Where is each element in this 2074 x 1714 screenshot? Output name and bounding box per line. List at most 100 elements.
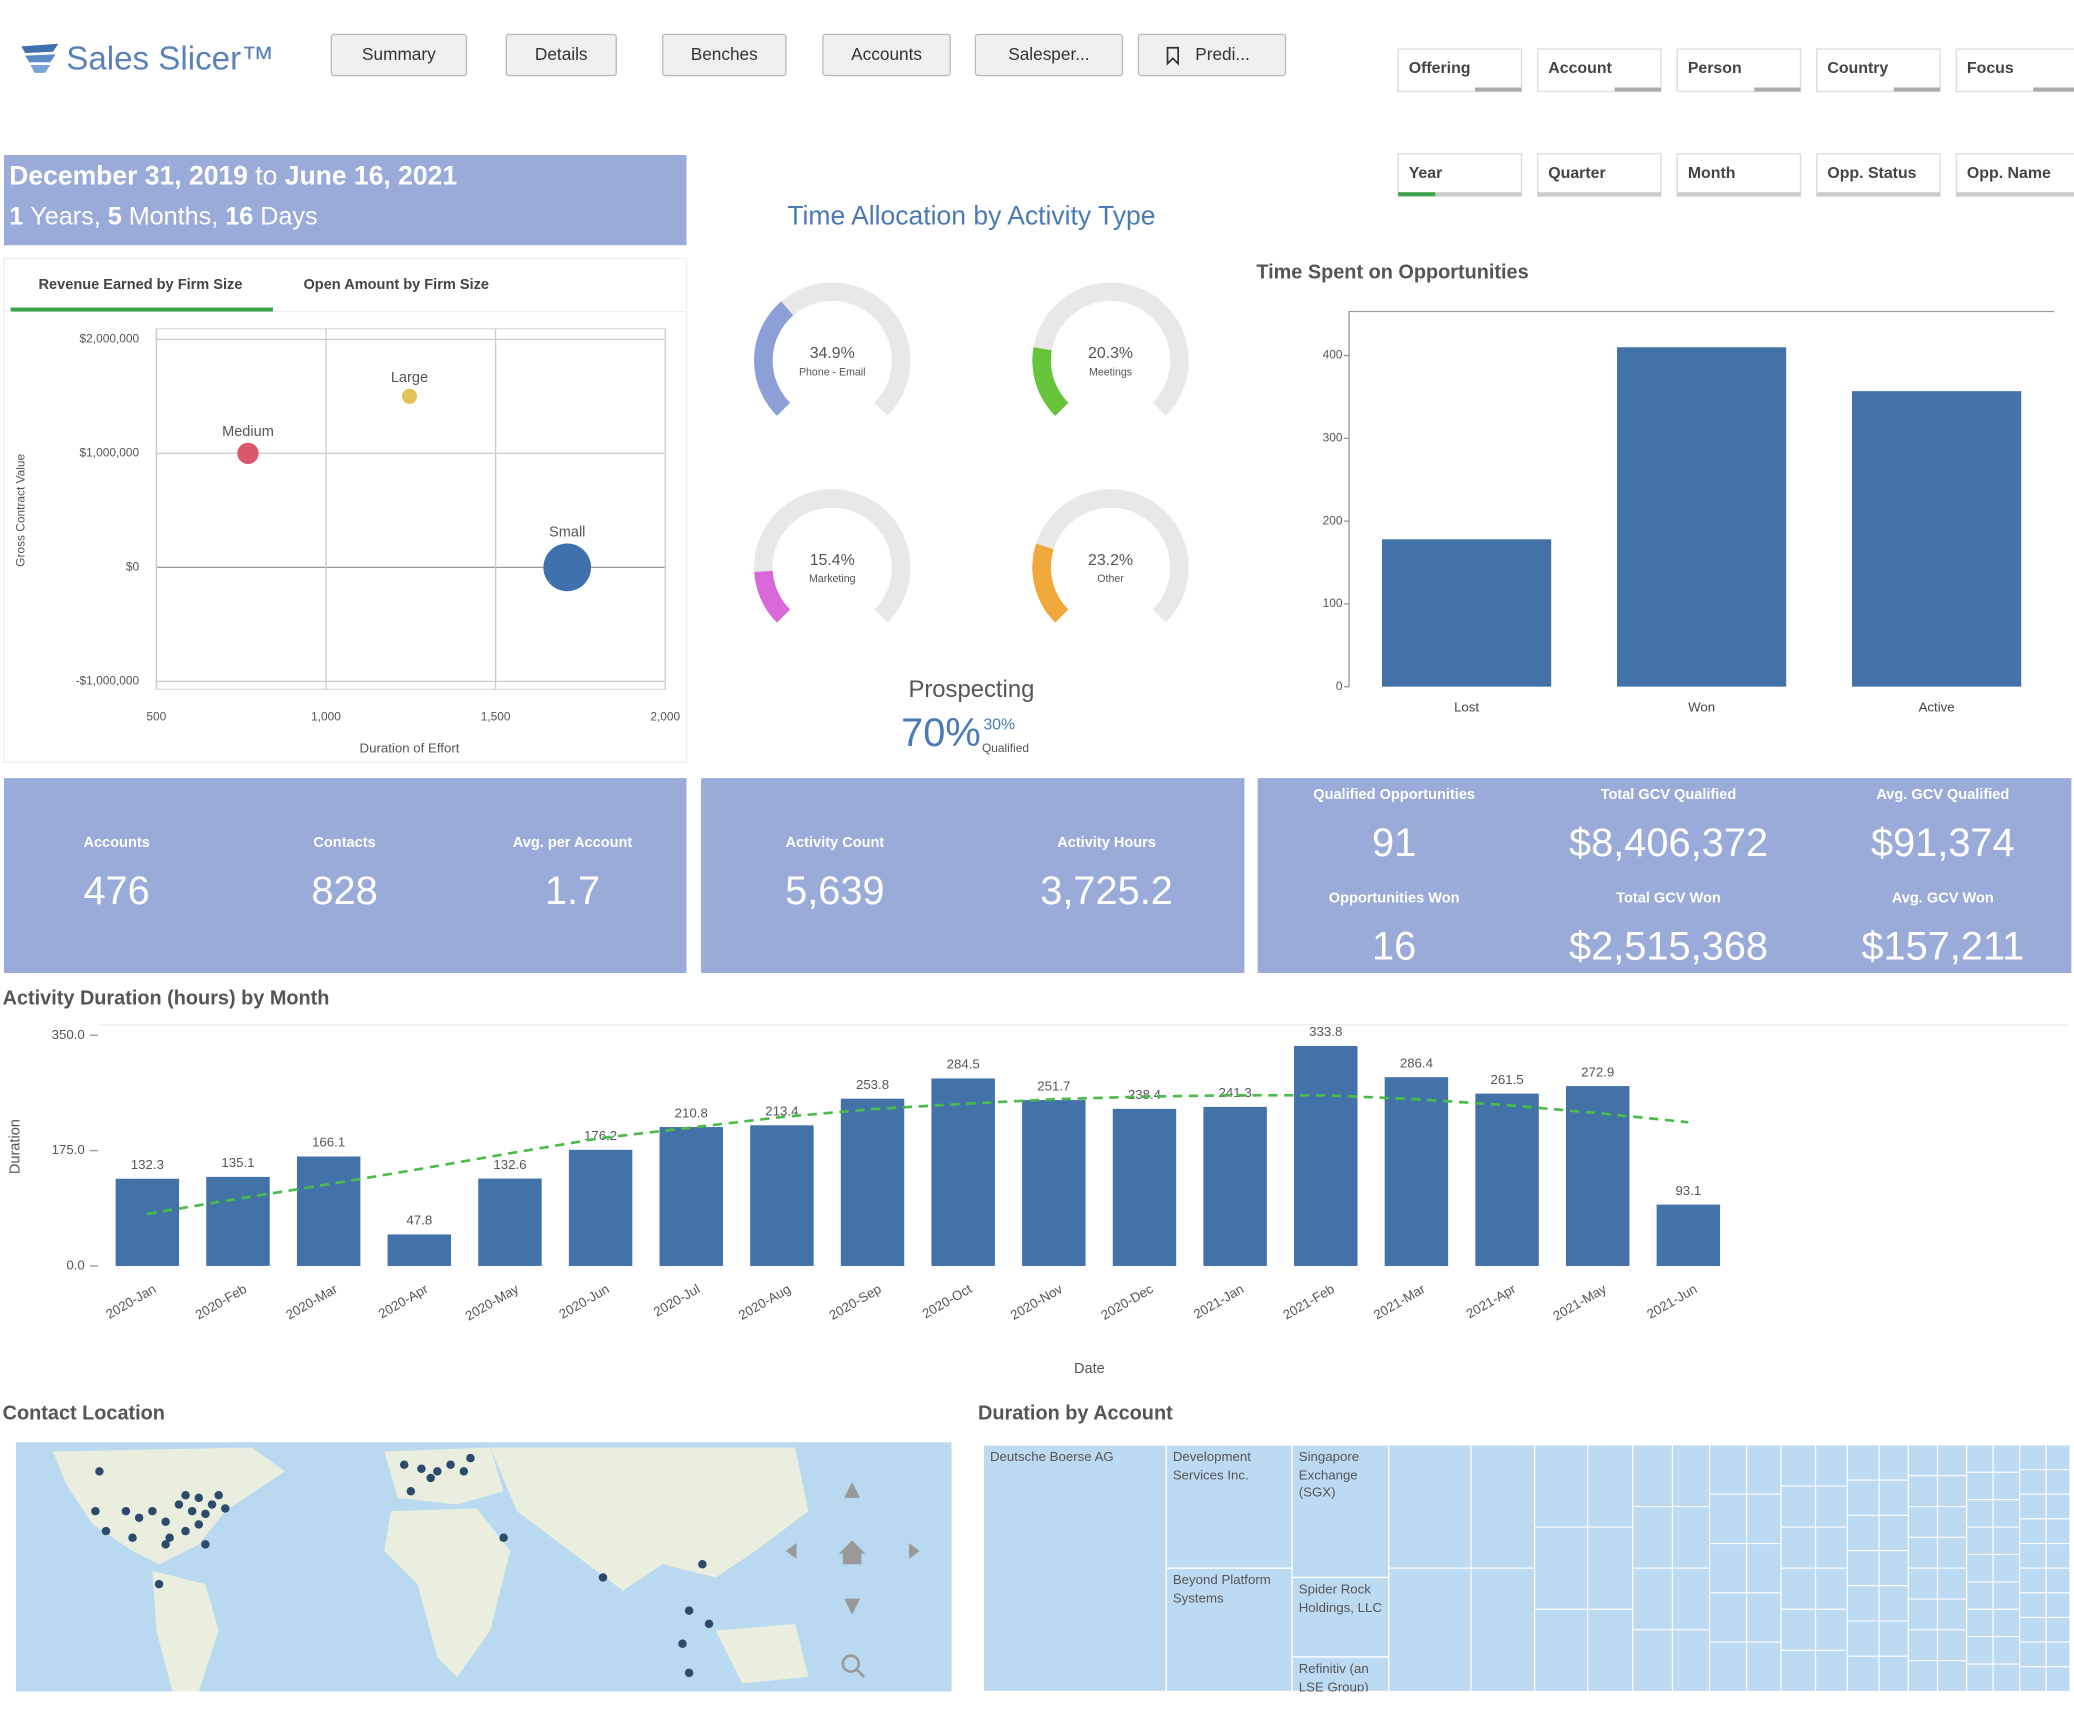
date-connector: to (255, 161, 277, 191)
treemap-cell (1815, 1567, 1848, 1610)
filter-button[interactable] (1537, 153, 1662, 197)
treemap-cell (1936, 1444, 1968, 1477)
gauge-label: Meetings (1089, 366, 1132, 378)
treemap-cell (1966, 1608, 1994, 1638)
x-tick-label: 2020-Jun (556, 1281, 611, 1322)
prospecting-label: Prospecting (908, 676, 1034, 703)
treemap-label: Development Services Inc. (1172, 1450, 1251, 1483)
nav-button[interactable] (822, 33, 951, 77)
treemap-cell (1878, 1444, 1909, 1481)
treemap-cell (1780, 1608, 1817, 1651)
map-dot (201, 1540, 210, 1549)
gauge-arc (1032, 543, 1069, 623)
kpi-value: 476 (83, 869, 149, 913)
treemap-cell (1846, 1550, 1880, 1587)
filter-button[interactable] (1397, 153, 1523, 197)
map-dot (154, 1579, 164, 1589)
nav-label: Predi... (1195, 44, 1250, 64)
point-label: Large (391, 370, 428, 386)
treemap-cell (1907, 1506, 1939, 1538)
treemap-cell (1966, 1444, 1994, 1473)
bar (1656, 1204, 1721, 1266)
date-box (3, 155, 687, 246)
kpi-value: 91 (1372, 821, 1416, 865)
bar (1381, 539, 1552, 687)
treemap-cell (1878, 1514, 1909, 1552)
gauge-value: 20.3% (1088, 345, 1133, 362)
x-tick-label: 1,500 (481, 709, 511, 723)
filter-button[interactable] (1397, 48, 1523, 93)
map-dot (95, 1467, 104, 1476)
bar (1022, 1100, 1086, 1266)
map-dot (165, 1533, 174, 1542)
map-dot (499, 1533, 508, 1542)
filter-button[interactable] (1676, 48, 1802, 93)
map-dot (598, 1573, 608, 1582)
filter-bar (1614, 87, 1661, 92)
value-label: 286.4 (1400, 1055, 1433, 1070)
treemap[interactable]: Deutsche Boerse AG Development Services … (982, 1444, 2071, 1693)
kpi-value: 16 (1372, 925, 1416, 969)
treemap-cell (1936, 1660, 1968, 1692)
kpi-value: 828 (311, 869, 377, 913)
treemap-cell (1846, 1655, 1880, 1692)
treemap-cell (1632, 1567, 1673, 1631)
nav-button[interactable] (330, 33, 468, 77)
y-tick-label: 350.0 (52, 1027, 85, 1042)
treemap-cell (1470, 1444, 1536, 1569)
days-unit: Days (260, 202, 317, 230)
treemap-label: Singapore Exchange (SGX) (1298, 1450, 1360, 1501)
treemap-cell (2019, 1567, 2047, 1594)
treemap-cell (1388, 1444, 1472, 1569)
x-tick-label: Active (1919, 699, 1955, 714)
treemap-cell (2019, 1666, 2047, 1692)
kpi-label: Opportunities Won (1329, 891, 1460, 907)
kpi-value: $157,211 (1861, 925, 2024, 969)
y-axis-label: Gross Contract Value (13, 454, 27, 567)
filter-button[interactable] (1676, 153, 1802, 197)
filter-button[interactable] (1955, 48, 2074, 93)
kpi-label: Total GCV Won (1616, 891, 1721, 907)
x-axis-label: Duration of Effort (360, 740, 460, 755)
value-label: 253.8 (856, 1077, 889, 1092)
treemap-cell (1746, 1641, 1782, 1692)
treemap-cell (1632, 1444, 1673, 1508)
nav-label: Summary (362, 44, 436, 64)
value-label: 333.8 (1309, 1024, 1342, 1039)
kpi-box (701, 778, 1245, 973)
filter-button[interactable] (1816, 48, 1941, 93)
nav-button[interactable] (1137, 33, 1287, 77)
x-tick-label: 2020-Aug (736, 1281, 793, 1323)
nav-button[interactable] (974, 33, 1124, 77)
kpi-label: Qualified Opportunities (1313, 787, 1475, 803)
treemap-cell (1907, 1660, 1939, 1692)
tab[interactable]: Open Amount by Firm Size (303, 277, 489, 293)
filter-bar (2033, 87, 2074, 92)
treemap-cell (2019, 1616, 2047, 1643)
map-dot (678, 1639, 687, 1648)
date-duration: 1 Years, 5 Months, 16 Days (9, 202, 317, 230)
treemap-label: Refinitiv (an LSE Group) (1298, 1662, 1369, 1692)
treemap-cell (2045, 1469, 2071, 1495)
x-tick-label: 2020-Nov (1008, 1281, 1066, 1323)
kpi-label: Avg. GCV Won (1892, 891, 1994, 907)
filter-button[interactable] (1816, 153, 1941, 197)
map-dot (134, 1513, 144, 1523)
nav-button[interactable] (661, 33, 787, 77)
tab[interactable]: Revenue Earned by Firm Size (39, 277, 243, 293)
treemap-cell (1992, 1499, 2021, 1528)
x-axis-label: Date (1074, 1361, 1105, 1377)
kpi-label: Avg. per Account (513, 835, 633, 851)
y-tick-label: 300 (1323, 430, 1343, 444)
map[interactable] (15, 1442, 952, 1692)
nav-button[interactable] (505, 33, 617, 77)
treemap-cell (1470, 1567, 1536, 1692)
gauge-label: Other (1097, 573, 1124, 585)
bar (1852, 391, 2022, 687)
filter-button[interactable] (1955, 153, 2074, 197)
filter-button[interactable] (1537, 48, 1662, 93)
kpi-box (3, 778, 687, 973)
y-tick-label: -$1,000,000 (76, 674, 140, 688)
map-dot (698, 1559, 707, 1569)
